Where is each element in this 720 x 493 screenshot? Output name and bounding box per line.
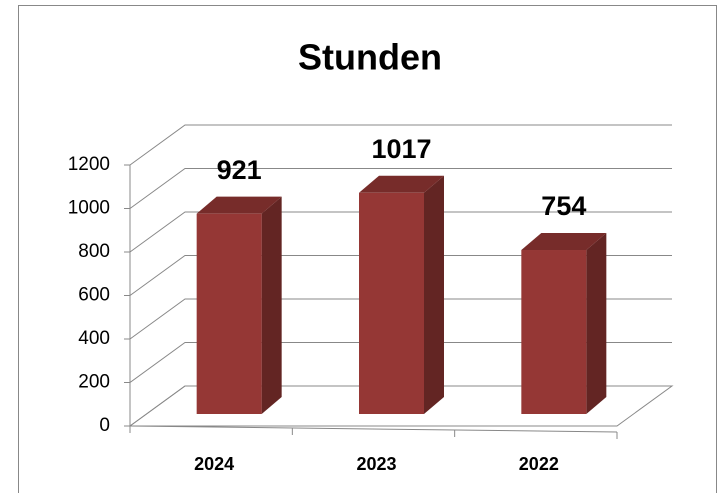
y-tick-label: 800 xyxy=(78,241,110,262)
data-label: 754 xyxy=(541,191,586,221)
bar-top xyxy=(521,233,607,251)
y-tick-label: 0 xyxy=(99,415,110,436)
bar-side xyxy=(261,196,282,414)
y-tick-label: 400 xyxy=(78,328,110,349)
x-tick-label: 2022 xyxy=(519,454,559,474)
grid-line xyxy=(129,298,672,340)
y-tick-label: 200 xyxy=(78,372,110,393)
bar xyxy=(521,250,587,414)
grid-line xyxy=(129,385,672,427)
y-tick-label: 600 xyxy=(78,285,110,306)
bar-side xyxy=(586,233,607,414)
x-tick-label: 2023 xyxy=(356,454,396,474)
bar xyxy=(359,192,424,414)
chart-title: Stunden xyxy=(298,37,442,78)
data-label: 921 xyxy=(217,155,262,185)
x-axis xyxy=(129,425,618,433)
grid-line xyxy=(129,255,672,296)
bar-top xyxy=(196,196,282,214)
y-tick-label: 1000 xyxy=(68,198,110,219)
grid-line xyxy=(129,342,672,383)
bar-side xyxy=(424,175,444,414)
x-tick-label: 2024 xyxy=(194,454,234,474)
y-tick-label: 1200 xyxy=(68,154,110,175)
grid-line xyxy=(129,168,672,209)
grid-line xyxy=(129,124,672,166)
bar-top xyxy=(359,175,444,193)
grid-line xyxy=(129,211,672,253)
bar xyxy=(196,213,262,414)
data-label: 1017 xyxy=(371,134,431,164)
